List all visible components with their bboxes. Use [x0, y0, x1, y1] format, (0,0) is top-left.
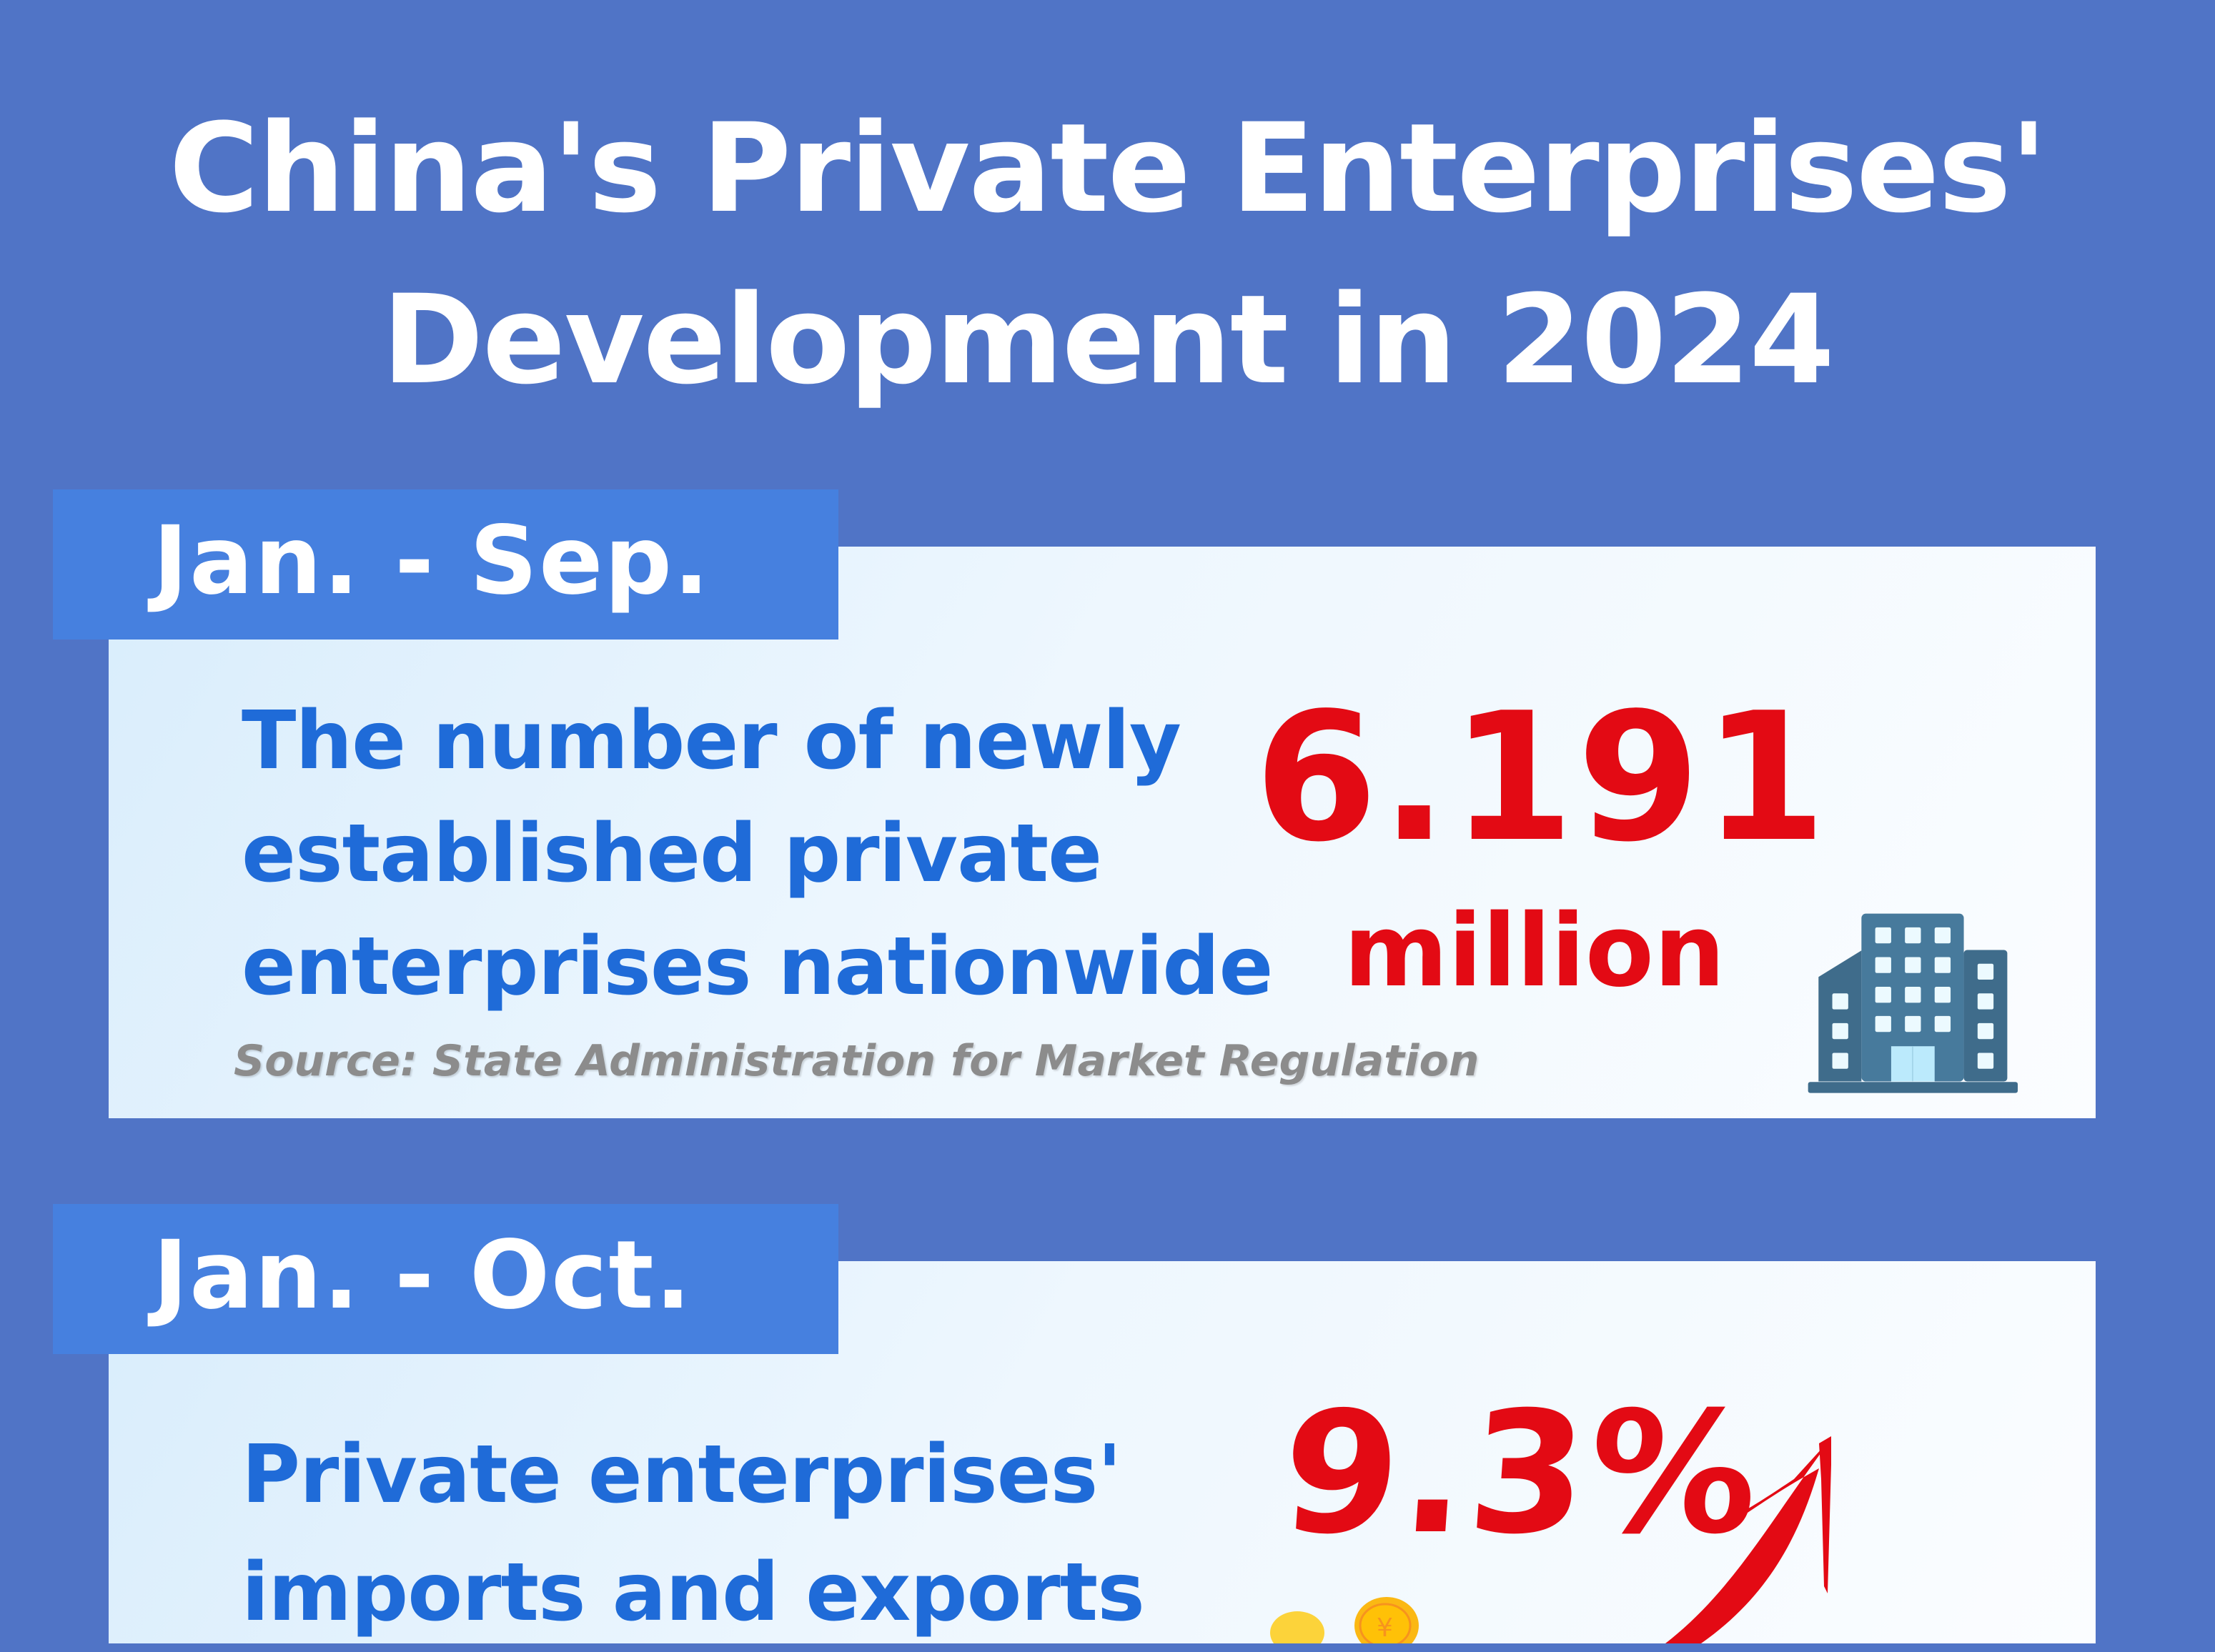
title-line-2: Development in 2024: [382, 268, 1835, 412]
upward-arrow-icon: [1665, 1436, 1831, 1643]
description-line: established private: [242, 807, 1102, 900]
period-tab-oct: Jan. - Oct.: [53, 1204, 838, 1354]
office-building-icon: [1808, 913, 2018, 1093]
source-note: Source: State Administration for Market …: [234, 1036, 1480, 1086]
description-line: enterprises nationwide: [242, 920, 1273, 1013]
stat-card-new-enterprises: [109, 547, 2096, 1118]
description-line: imports and exports: [242, 1546, 1145, 1639]
title-line-1: China's Private Enterprises': [169, 96, 2047, 240]
period-label: Jan. - Sep.: [153, 506, 711, 616]
stat-description: The number of newly established private …: [242, 685, 1273, 1023]
svg-text:¥: ¥: [1377, 1613, 1393, 1643]
period-label: Jan. - Oct.: [153, 1220, 693, 1330]
stat-value: 6.191: [1254, 675, 1830, 881]
period-tab-sep: Jan. - Sep.: [53, 489, 838, 640]
stat-description: Private enterprises' imports and exports: [242, 1416, 1145, 1652]
coins-icon: ¥: [1270, 1597, 1419, 1643]
description-line: Private enterprises': [242, 1428, 1122, 1521]
stat-unit: million: [1344, 893, 1725, 1010]
description-line: The number of newly: [242, 695, 1181, 787]
